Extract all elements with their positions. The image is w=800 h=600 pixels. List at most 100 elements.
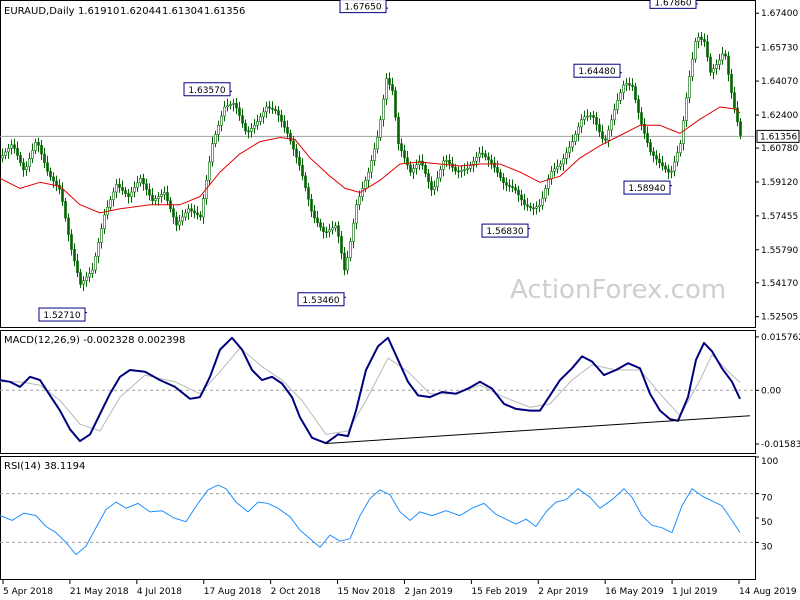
candle-body xyxy=(115,184,118,193)
price-candle xyxy=(232,98,235,112)
candle-body xyxy=(100,228,103,243)
x-tick-label: 17 Aug 2018 xyxy=(204,587,262,597)
price-candle xyxy=(286,120,289,138)
price-tick-label: 1.65730 xyxy=(761,43,798,53)
price-candle xyxy=(265,101,268,118)
candle-body xyxy=(682,120,685,144)
price-candle xyxy=(214,130,217,148)
candle-body xyxy=(673,161,676,172)
candle-body xyxy=(406,157,409,166)
price-candle xyxy=(277,106,280,123)
candle-body xyxy=(442,160,445,170)
candle-body xyxy=(439,169,442,179)
candle-body xyxy=(280,114,283,122)
candle-body xyxy=(592,115,595,118)
candle-body xyxy=(529,205,532,209)
candle-body xyxy=(565,152,568,159)
candle-body xyxy=(4,151,7,156)
price-candle xyxy=(97,237,100,264)
price-candle xyxy=(607,125,610,148)
price-candle xyxy=(43,147,46,168)
candle-body xyxy=(667,168,670,173)
price-candle xyxy=(139,174,142,187)
price-candle xyxy=(346,250,349,275)
price-candle xyxy=(193,204,196,219)
candle-body xyxy=(157,196,160,199)
price-candle xyxy=(73,243,76,267)
price-candle xyxy=(4,148,7,160)
candle-body xyxy=(478,152,481,158)
price-series: 1.52710 1.63570 1.67650 1.53460 1.64480 1.568… xyxy=(0,0,755,322)
candle-body xyxy=(82,280,85,285)
candle-body xyxy=(121,187,124,191)
candle-body xyxy=(10,144,13,149)
price-candle xyxy=(256,114,259,130)
price-candle xyxy=(118,178,121,193)
annotation-box xyxy=(623,180,671,195)
candle-body xyxy=(547,178,550,189)
candle-body xyxy=(28,158,31,168)
candle-body xyxy=(694,41,697,60)
price-candle xyxy=(628,77,631,91)
candle-body xyxy=(79,272,82,285)
price-candle xyxy=(553,162,556,177)
price-candle xyxy=(13,138,16,154)
annotation-label: 1.58940 xyxy=(628,184,665,194)
candle-body xyxy=(457,170,460,173)
candle-body xyxy=(679,143,682,154)
price-candle xyxy=(721,47,724,65)
price-candle xyxy=(673,155,676,177)
candle-body xyxy=(610,119,613,131)
price-candle xyxy=(352,218,355,249)
price-candle xyxy=(253,119,256,134)
price-candle xyxy=(250,123,253,138)
candle-body xyxy=(199,214,202,218)
price-candle xyxy=(385,73,388,106)
candle-body xyxy=(520,194,523,201)
price-candle xyxy=(187,204,190,220)
price-candle xyxy=(571,134,574,152)
price-candle xyxy=(688,70,691,104)
price-candle xyxy=(724,50,727,60)
candle-body xyxy=(184,212,187,218)
price-candle xyxy=(262,107,265,124)
price-candle xyxy=(544,184,547,202)
price-candle xyxy=(631,78,634,92)
candle-body xyxy=(655,155,658,160)
price-candle xyxy=(28,152,31,173)
price-candle xyxy=(367,167,370,188)
candle-body xyxy=(526,204,529,207)
price-candle xyxy=(181,210,184,226)
price-candle xyxy=(433,180,436,196)
candle-body xyxy=(580,119,583,128)
price-candle xyxy=(568,141,571,159)
price-candle xyxy=(274,105,277,115)
price-candle xyxy=(502,173,505,190)
price-candle xyxy=(532,203,535,216)
candle-body xyxy=(505,182,508,186)
candle-body xyxy=(466,168,469,170)
price-candle xyxy=(736,101,739,127)
candle-body xyxy=(238,107,241,116)
price-candle xyxy=(151,188,154,206)
price-candle xyxy=(613,103,616,126)
price-candle xyxy=(268,100,271,114)
price-candle xyxy=(565,147,568,165)
candle-body xyxy=(409,164,412,173)
candle-body xyxy=(502,177,505,183)
price-candle xyxy=(712,64,715,80)
candle-body xyxy=(559,163,562,167)
price-candle xyxy=(217,120,220,142)
price-candle xyxy=(283,115,286,133)
price-candle xyxy=(640,107,643,131)
annotation-box xyxy=(649,0,697,9)
candle-body xyxy=(631,84,634,87)
price-candle xyxy=(64,197,67,222)
price-candle xyxy=(574,130,577,146)
candle-body xyxy=(499,172,502,178)
annotation-label: 1.63570 xyxy=(188,86,225,96)
price-candle xyxy=(706,34,709,62)
price-candle xyxy=(685,92,688,127)
price-tick-label: 1.60780 xyxy=(761,144,798,154)
candle-body xyxy=(286,127,289,134)
